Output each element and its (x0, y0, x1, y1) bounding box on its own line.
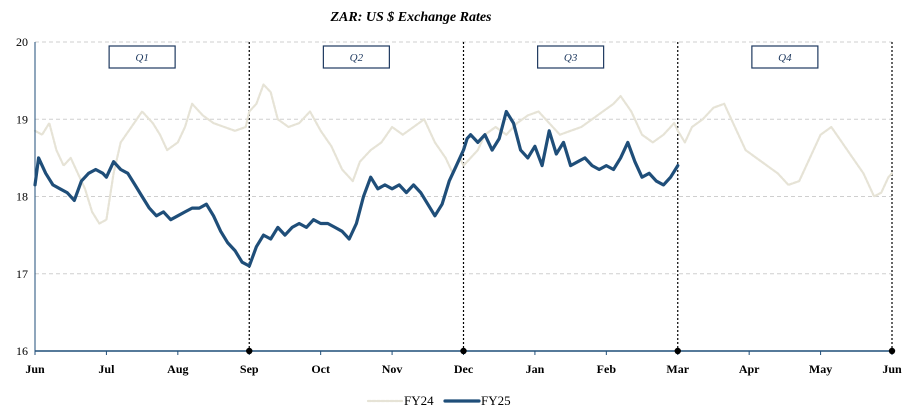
quarter-label-q4: Q4 (778, 52, 792, 64)
legend-label-fy24: FY24 (404, 393, 434, 408)
quarter-box-q3 (537, 45, 605, 69)
x-tick-label-4: Oct (311, 362, 330, 376)
x-tick-label-1: Jul (98, 362, 115, 376)
x-tick-label-9: Mar (666, 362, 689, 376)
x-tick-label-2: Aug (167, 362, 188, 376)
x-tick-label-8: Feb (597, 362, 617, 376)
x-tick-label-6: Dec (454, 362, 474, 376)
legend-label-fy25: FY25 (481, 393, 511, 408)
y-tick-label-19: 19 (16, 112, 28, 126)
x-tick-label-5: Nov (382, 362, 403, 376)
quarter-box-q4 (751, 45, 819, 69)
quarter-label-q1: Q1 (135, 52, 148, 64)
x-tick-label-3: Sep (240, 362, 259, 376)
x-tick-label-12: Jun (882, 362, 902, 376)
x-tick-label-7: Jan (526, 362, 545, 376)
series-line-fy25 (33, 109, 680, 268)
quarter-marker-9 (674, 347, 681, 355)
x-tick-label-11: May (809, 362, 832, 376)
chart-title: ZAR: US $ Exchange Rates (329, 10, 492, 25)
y-tick-label-17: 17 (16, 267, 28, 281)
quarter-label-q3: Q3 (564, 52, 578, 64)
x-tick-label-0: Jun (25, 362, 45, 376)
quarter-label-q2: Q2 (350, 52, 364, 64)
quarter-marker-12 (888, 347, 896, 355)
y-tick-label-20: 20 (16, 35, 28, 49)
y-tick-label-16: 16 (16, 344, 28, 358)
series-line-fy24 (33, 83, 894, 225)
x-tick-label-10: Apr (739, 362, 760, 376)
quarter-box-q1 (108, 45, 176, 69)
quarter-marker-3 (246, 347, 253, 355)
quarter-marker-6 (460, 347, 467, 355)
quarter-box-q2 (322, 45, 390, 69)
y-tick-label-18: 18 (16, 190, 28, 204)
